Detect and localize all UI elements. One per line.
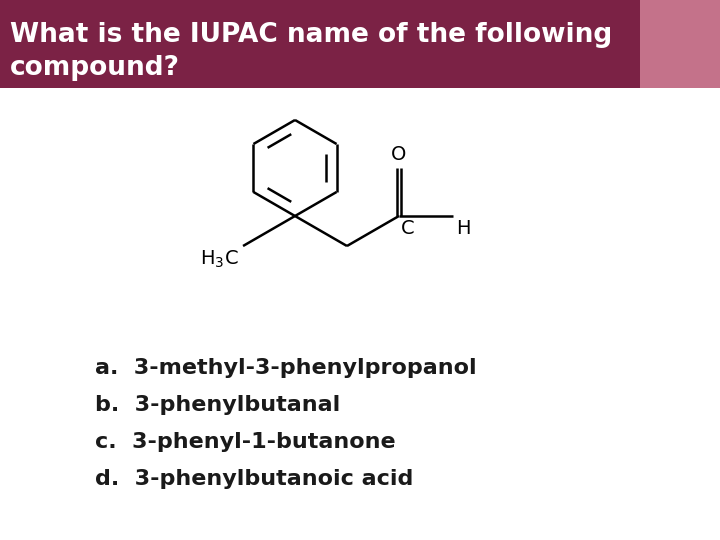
Text: H$_3$C: H$_3$C (200, 249, 239, 271)
Text: compound?: compound? (10, 55, 180, 81)
Text: C: C (401, 219, 415, 238)
Bar (0, 0, 640, 88)
Text: b.  3-phenylbutanal: b. 3-phenylbutanal (95, 395, 341, 415)
Text: What is the IUPAC name of the following: What is the IUPAC name of the following (10, 22, 612, 48)
Text: c.  3-phenyl-1-butanone: c. 3-phenyl-1-butanone (95, 432, 395, 452)
Text: H: H (456, 219, 470, 238)
Text: a.  3-methyl-3-phenylpropanol: a. 3-methyl-3-phenylpropanol (95, 358, 477, 378)
Text: d.  3-phenylbutanoic acid: d. 3-phenylbutanoic acid (95, 469, 413, 489)
Text: O: O (391, 145, 407, 164)
Bar (640, 0, 720, 88)
